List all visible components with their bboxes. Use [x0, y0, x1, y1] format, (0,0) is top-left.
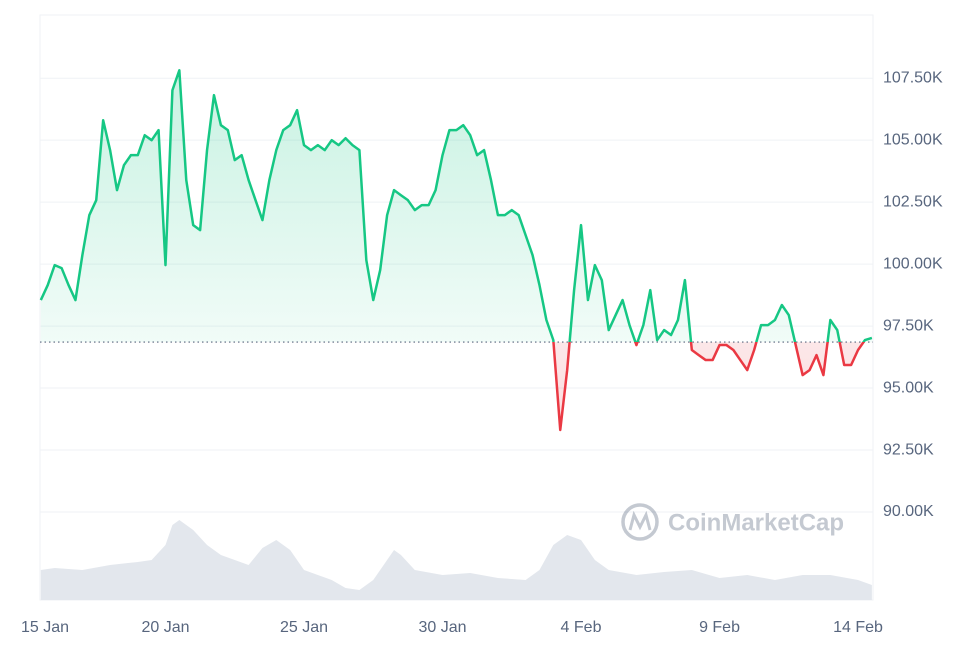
x-tick-label: 4 Feb [561, 619, 602, 636]
watermark: CoinMarketCap [621, 503, 844, 541]
x-tick-label: 15 Jan [21, 619, 69, 636]
x-tick-label: 30 Jan [418, 619, 466, 636]
watermark-logo-mark [628, 510, 652, 531]
y-tick-label: 107.50K [883, 69, 943, 86]
watermark-text: CoinMarketCap [668, 509, 844, 536]
y-tick-label: 105.00K [883, 131, 943, 148]
y-tick-label: 90.00K [883, 503, 934, 520]
volume-area [40, 520, 872, 600]
y-tick-label: 102.50K [883, 193, 943, 210]
y-tick-label: 97.50K [883, 317, 934, 334]
x-tick-label: 14 Feb [833, 619, 883, 636]
watermark-logo [621, 503, 659, 541]
x-tick-label: 25 Jan [280, 619, 328, 636]
price-area [40, 70, 872, 430]
price-line [39, 69, 873, 432]
y-tick-label: 100.00K [883, 255, 943, 272]
x-tick-label: 20 Jan [141, 619, 189, 636]
y-tick-label: 95.00K [883, 379, 934, 396]
x-tick-label: 9 Feb [699, 619, 740, 636]
y-tick-label: 92.50K [883, 441, 934, 458]
